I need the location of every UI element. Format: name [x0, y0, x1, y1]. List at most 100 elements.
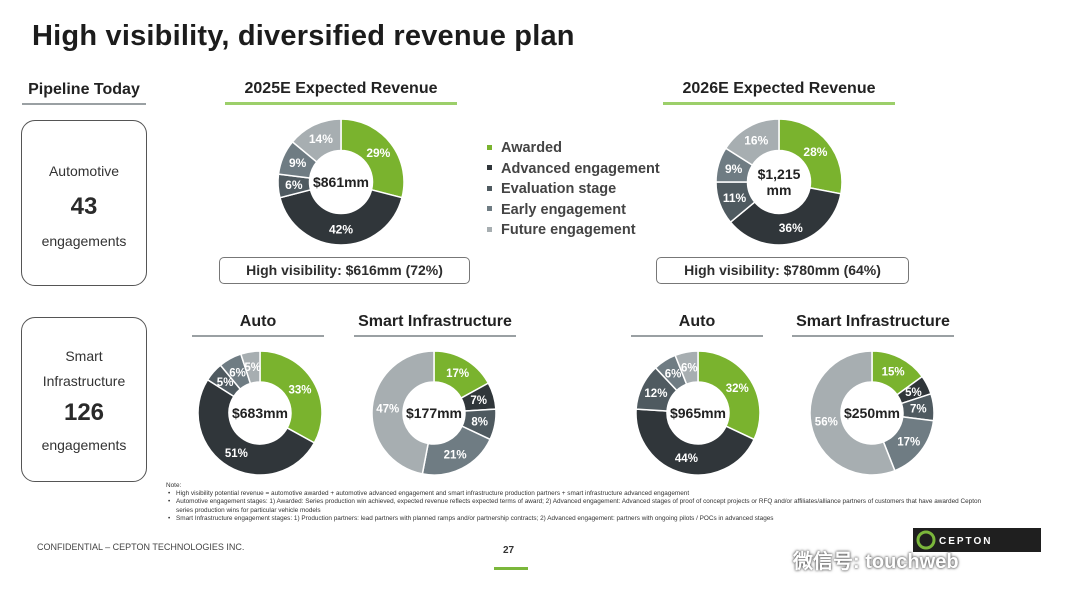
slice-label: 9% [289, 156, 307, 170]
smart-label-line2: Infrastructure [42, 373, 126, 389]
donut-center-label: mm [767, 182, 792, 198]
slice-label: 51% [225, 448, 248, 460]
smart-infra-pipeline-box: Smart Infrastructure 126 engagements [21, 317, 147, 482]
high-visibility-2026: High visibility: $780mm (64%) [656, 257, 909, 284]
legend-label: Early engagement [501, 201, 626, 218]
legend-item-awarded: Awarded [487, 138, 660, 159]
donut-center-label: $1,215 [758, 166, 801, 182]
legend-label: Future engagement [501, 222, 636, 238]
revenue-2025-heading: 2025E Expected Revenue [225, 80, 457, 105]
legend-label: Evaluation stage [501, 181, 617, 197]
donut-center-label: $250mm [844, 405, 900, 421]
slice-label: 7% [470, 395, 487, 407]
slice-label: 7% [910, 404, 927, 416]
slice-label: 14% [309, 132, 333, 146]
slice-awarded [259, 350, 323, 444]
slice-label: 5% [905, 387, 922, 399]
slice-future [291, 118, 342, 163]
slice-label: 28% [803, 145, 827, 159]
slice-awarded [340, 118, 405, 199]
legend-swatch [487, 144, 492, 150]
legend-item-early: Early engagement [487, 200, 660, 221]
slice-label: 17% [446, 368, 469, 380]
slice-advanced [279, 188, 403, 246]
cepton-logo-icon: CEPTON [916, 530, 993, 550]
slice-awarded [697, 350, 761, 441]
smart-2026-heading: Smart Infrastructure [792, 313, 954, 337]
automotive-pipeline-box: Automotive 43 engagements [21, 120, 147, 286]
slice-label: 17% [897, 437, 920, 449]
slice-label: 32% [726, 383, 749, 395]
slice-future [809, 350, 896, 476]
slice-future [724, 118, 780, 167]
slice-label: 5% [244, 362, 261, 374]
watermark: 微信号: touchweb [793, 551, 959, 573]
auto-2025-heading: Auto [192, 313, 324, 337]
notes-heading: Note: [166, 482, 182, 489]
page-number: 27 [503, 545, 515, 556]
slice-label: 11% [723, 191, 747, 205]
page-title: High visibility, diversified revenue pla… [32, 20, 575, 52]
slice-awarded [778, 118, 843, 195]
slice-label: 9% [725, 162, 743, 176]
slice-label: 6% [229, 367, 246, 379]
donut-chart-2025-smart: 17% 7% 8% 21% 47% $177mm [371, 350, 497, 476]
legend-label: Awarded [501, 140, 562, 156]
slice-label: 6% [681, 362, 698, 374]
note-line: Smart Infrastructure engagement stages: … [166, 515, 996, 523]
donut-center-label: $177mm [406, 405, 462, 421]
footnotes: Note: High visibility potential revenue … [166, 482, 996, 523]
logo-text: CEPTON [939, 536, 993, 547]
slice-label: 12% [644, 388, 667, 400]
slice-label: 36% [779, 221, 803, 235]
donut-chart-2026-auto: 32% 44% 12% 6%6% $965mm [635, 350, 761, 476]
slice-label: 33% [289, 384, 312, 396]
slice-label: 44% [675, 453, 698, 465]
slice-label: 56% [815, 417, 838, 429]
legend-item-future: Future engagement [487, 220, 660, 241]
donut-chart-2026-smart: 15%5% 7% 17% 56% $250mm [809, 350, 935, 476]
note-line: Automotive engagement stages: 1) Awarded… [166, 498, 996, 514]
legend-swatch [487, 226, 492, 232]
page-accent-bar [494, 567, 528, 570]
slice-label: 5% [217, 377, 234, 389]
smart-label-line1: Smart [65, 348, 103, 364]
slice-future [239, 350, 261, 385]
slice-advanced [729, 187, 842, 246]
high-visibility-2025: High visibility: $616mm (72%) [219, 257, 470, 284]
donut-chart-2025-total: 29% 42% 6% 9%14% $861mm [277, 118, 405, 246]
legend-swatch [487, 185, 492, 191]
automotive-label: Automotive [48, 163, 120, 179]
revenue-2026-heading: 2026E Expected Revenue [663, 80, 895, 105]
legend-item-advanced: Advanced engagement [487, 159, 660, 180]
cepton-logo: CEPTON [913, 528, 1041, 552]
slice-label: 21% [444, 449, 467, 461]
slice-label: 29% [366, 146, 390, 160]
auto-2026-heading: Auto [631, 313, 763, 337]
slice-label: 42% [329, 222, 353, 236]
slice-label: 8% [471, 417, 488, 429]
legend-label: Advanced engagement [501, 160, 660, 177]
legend-swatch [487, 206, 492, 212]
smart-unit: engagements [41, 437, 127, 453]
pipeline-heading: Pipeline Today [22, 81, 146, 105]
legend-swatch [487, 165, 492, 171]
confidential-footer: CONFIDENTIAL – CEPTON TECHNOLOGIES INC. [37, 542, 245, 552]
slice-label: 6% [665, 369, 682, 381]
legend-item-evaluation: Evaluation stage [487, 179, 660, 200]
slice-future [674, 350, 699, 386]
donut-center-label: $965mm [670, 405, 726, 421]
slice-label: 16% [744, 134, 768, 148]
slice-advanced [635, 408, 756, 476]
smart-count: 126 [63, 399, 105, 426]
donut-center-label: $683mm [232, 405, 288, 421]
automotive-unit: engagements [41, 233, 127, 249]
note-line: High visibility potential revenue = auto… [166, 490, 996, 498]
slice-future [371, 350, 435, 475]
slice-advanced [197, 378, 316, 476]
donut-chart-2025-auto: 33% 51% 5%6%5% $683mm [197, 350, 323, 476]
donut-center-label: $861mm [313, 174, 369, 190]
slice-label: 47% [376, 404, 399, 416]
smart-2025-heading: Smart Infrastructure [354, 313, 516, 337]
